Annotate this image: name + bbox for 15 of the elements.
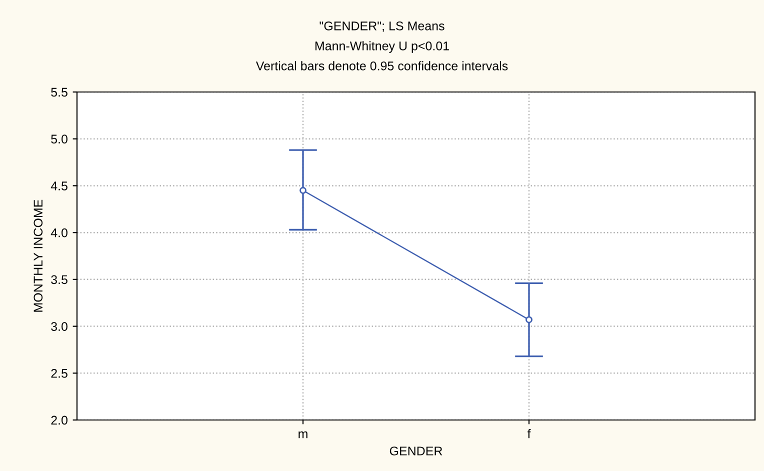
y-tick-label: 5.0 xyxy=(51,134,68,144)
y-tick-label: 2.5 xyxy=(51,368,68,378)
x-tick-label: f xyxy=(527,429,531,438)
chart-subtitle: Mann-Whitney U p<0.01 xyxy=(315,41,449,53)
text: Vertical bars denote 0.95 confidence intervals xyxy=(256,61,508,70)
y-axis-title: MONTHLY INCOME xyxy=(34,200,43,312)
x-axis-title: GENDER xyxy=(390,446,442,456)
chart-title: "GENDER"; LS Means xyxy=(320,22,444,32)
x-tick-label: m xyxy=(298,431,308,438)
y-tick-label: 3.5 xyxy=(51,275,68,284)
y-tick-label: 5.5 xyxy=(51,88,68,97)
y-tick-label: 3.0 xyxy=(51,322,68,331)
y-tick-label: 4.0 xyxy=(50,228,68,238)
y-tick-label: 2.0 xyxy=(51,416,68,425)
y-tick-label: 4.5 xyxy=(50,182,68,190)
